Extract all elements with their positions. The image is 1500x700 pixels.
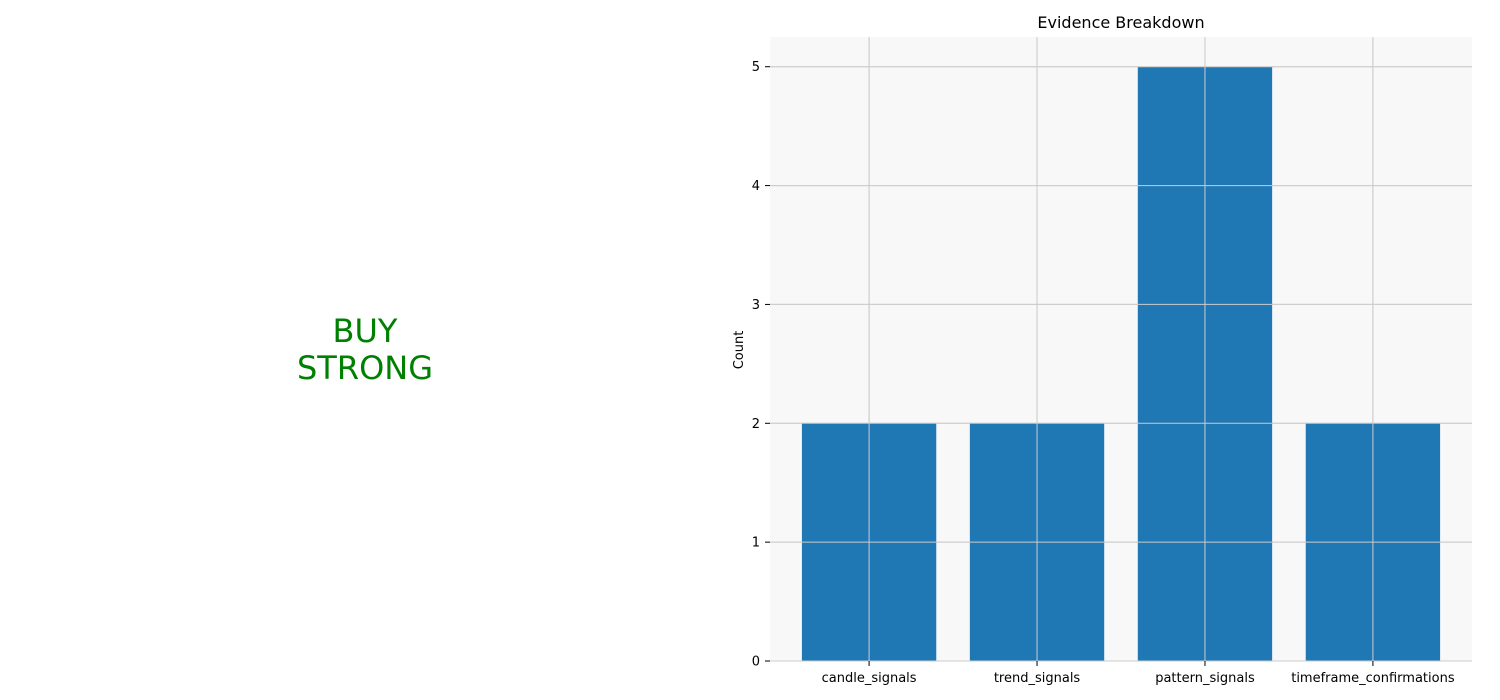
x-tick-label: pattern_signals (1155, 671, 1255, 686)
y-tick-label: 4 (752, 179, 760, 194)
y-tick-label: 2 (752, 417, 760, 432)
y-tick-label: 0 (752, 655, 760, 670)
y-tick-label: 1 (752, 536, 760, 551)
y-tick-label: 3 (752, 298, 760, 313)
x-tick-label: timeframe_confirmations (1291, 671, 1455, 686)
x-tick-label: trend_signals (994, 671, 1081, 686)
chart-title: Evidence Breakdown (1037, 13, 1204, 32)
signal-label: BUY STRONG (297, 313, 433, 387)
x-gridlines-overlay (868, 37, 1374, 661)
signal-strength: STRONG (296, 349, 433, 387)
y-axis: 0 1 2 3 4 5 (752, 60, 770, 670)
y-axis-label: Count (732, 331, 747, 370)
y-gridlines-overlay (770, 66, 1472, 662)
x-axis: candle_signals trend_signals pattern_signa… (822, 661, 1455, 686)
signal-action: BUY (332, 312, 398, 350)
x-tick-label: candle_signals (822, 671, 917, 686)
y-tick-label: 5 (752, 60, 760, 75)
signal-panel: BUY STRONG (0, 0, 730, 700)
